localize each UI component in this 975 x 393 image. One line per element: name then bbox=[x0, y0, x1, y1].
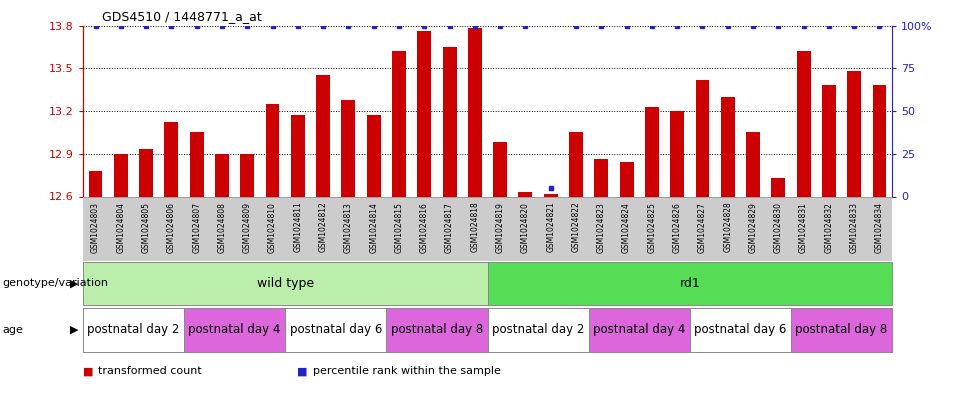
Bar bbox=[690, 308, 791, 352]
Text: postnatal day 6: postnatal day 6 bbox=[290, 323, 382, 336]
Text: transformed count: transformed count bbox=[98, 366, 202, 376]
Text: GSM1024821: GSM1024821 bbox=[546, 202, 555, 252]
Text: ■: ■ bbox=[83, 366, 94, 376]
Text: postnatal day 6: postnatal day 6 bbox=[694, 323, 787, 336]
Text: GSM1024814: GSM1024814 bbox=[370, 202, 378, 253]
Bar bbox=[589, 308, 690, 352]
Bar bbox=[316, 75, 331, 196]
Text: GSM1024809: GSM1024809 bbox=[243, 202, 252, 253]
Text: genotype/variation: genotype/variation bbox=[2, 278, 108, 288]
Text: postnatal day 8: postnatal day 8 bbox=[796, 323, 887, 336]
Text: GSM1024815: GSM1024815 bbox=[395, 202, 404, 253]
Text: GDS4510 / 1448771_a_at: GDS4510 / 1448771_a_at bbox=[102, 10, 262, 23]
Bar bbox=[443, 47, 456, 196]
Text: postnatal day 8: postnatal day 8 bbox=[391, 323, 483, 336]
Bar bbox=[265, 104, 280, 196]
Bar bbox=[721, 97, 735, 196]
Bar bbox=[695, 80, 710, 196]
Text: GSM1024818: GSM1024818 bbox=[470, 202, 480, 252]
Text: ▶: ▶ bbox=[69, 325, 78, 335]
Bar bbox=[83, 262, 488, 305]
Bar bbox=[569, 132, 583, 196]
Bar bbox=[184, 308, 285, 352]
Bar bbox=[215, 154, 229, 196]
Text: GSM1024820: GSM1024820 bbox=[521, 202, 530, 253]
Bar bbox=[367, 115, 380, 196]
Bar bbox=[791, 308, 892, 352]
Text: GSM1024830: GSM1024830 bbox=[774, 202, 783, 253]
Bar bbox=[493, 142, 507, 196]
Text: GSM1024822: GSM1024822 bbox=[571, 202, 580, 252]
Bar bbox=[771, 178, 785, 196]
Text: postnatal day 4: postnatal day 4 bbox=[188, 323, 281, 336]
Text: GSM1024807: GSM1024807 bbox=[192, 202, 201, 253]
Text: postnatal day 2: postnatal day 2 bbox=[492, 323, 584, 336]
Text: GSM1024831: GSM1024831 bbox=[800, 202, 808, 253]
Text: wild type: wild type bbox=[256, 277, 314, 290]
Text: postnatal day 2: postnatal day 2 bbox=[88, 323, 179, 336]
Text: rd1: rd1 bbox=[680, 277, 700, 290]
Text: GSM1024823: GSM1024823 bbox=[597, 202, 605, 253]
Text: GSM1024828: GSM1024828 bbox=[723, 202, 732, 252]
Bar bbox=[83, 308, 184, 352]
Bar bbox=[190, 132, 204, 196]
Text: ▶: ▶ bbox=[69, 278, 78, 288]
Text: percentile rank within the sample: percentile rank within the sample bbox=[313, 366, 501, 376]
Bar bbox=[822, 85, 836, 196]
Text: GSM1024829: GSM1024829 bbox=[749, 202, 758, 253]
Text: postnatal day 4: postnatal day 4 bbox=[593, 323, 685, 336]
Text: GSM1024825: GSM1024825 bbox=[647, 202, 656, 253]
Text: GSM1024810: GSM1024810 bbox=[268, 202, 277, 253]
Text: GSM1024811: GSM1024811 bbox=[293, 202, 302, 252]
Bar bbox=[165, 123, 178, 196]
Text: GSM1024827: GSM1024827 bbox=[698, 202, 707, 253]
Text: GSM1024808: GSM1024808 bbox=[217, 202, 226, 253]
Bar bbox=[746, 132, 760, 196]
Bar bbox=[488, 308, 589, 352]
Text: ■: ■ bbox=[297, 366, 308, 376]
Text: GSM1024816: GSM1024816 bbox=[420, 202, 429, 253]
Bar bbox=[620, 162, 634, 196]
Text: GSM1024834: GSM1024834 bbox=[875, 202, 884, 253]
Bar bbox=[341, 100, 355, 196]
Bar bbox=[544, 194, 558, 196]
Bar bbox=[386, 308, 488, 352]
Bar bbox=[488, 262, 892, 305]
Text: GSM1024805: GSM1024805 bbox=[141, 202, 150, 253]
Text: GSM1024833: GSM1024833 bbox=[849, 202, 859, 253]
Bar bbox=[873, 85, 886, 196]
Text: GSM1024812: GSM1024812 bbox=[319, 202, 328, 252]
Text: GSM1024824: GSM1024824 bbox=[622, 202, 631, 253]
Bar bbox=[114, 154, 128, 196]
Bar bbox=[595, 160, 608, 196]
Bar bbox=[89, 171, 102, 196]
Text: GSM1024819: GSM1024819 bbox=[495, 202, 505, 253]
Bar bbox=[417, 31, 431, 196]
Bar bbox=[240, 154, 254, 196]
Text: GSM1024826: GSM1024826 bbox=[673, 202, 682, 253]
Bar bbox=[797, 51, 810, 196]
Text: GSM1024817: GSM1024817 bbox=[445, 202, 454, 253]
Bar bbox=[468, 28, 482, 196]
Bar bbox=[291, 115, 305, 196]
Text: GSM1024813: GSM1024813 bbox=[344, 202, 353, 253]
Bar bbox=[139, 149, 153, 196]
Bar bbox=[392, 51, 406, 196]
Text: age: age bbox=[2, 325, 22, 335]
Bar bbox=[285, 308, 386, 352]
Bar bbox=[644, 107, 659, 196]
Text: GSM1024804: GSM1024804 bbox=[116, 202, 126, 253]
Text: GSM1024806: GSM1024806 bbox=[167, 202, 176, 253]
Text: GSM1024803: GSM1024803 bbox=[91, 202, 100, 253]
Bar bbox=[519, 192, 532, 196]
Text: GSM1024832: GSM1024832 bbox=[825, 202, 834, 253]
Bar bbox=[670, 111, 684, 196]
Bar bbox=[847, 71, 861, 196]
